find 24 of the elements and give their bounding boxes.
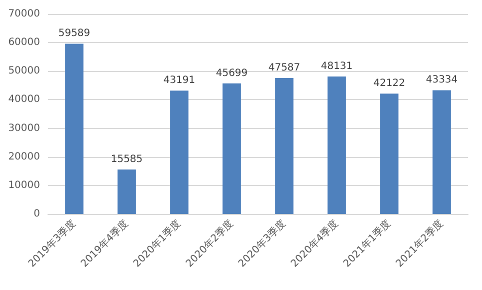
- bar: [118, 169, 136, 214]
- bar: [170, 90, 188, 214]
- y-tick-label: 0: [34, 208, 40, 220]
- bar: [328, 76, 346, 214]
- data-label: 15585: [110, 154, 143, 165]
- bar: [65, 44, 84, 214]
- bar: [380, 94, 398, 214]
- y-tick-label: 20000: [8, 151, 40, 162]
- bar: [432, 90, 451, 214]
- y-tick-label: 50000: [8, 66, 40, 77]
- data-label: 45699: [216, 68, 248, 79]
- bar: [222, 83, 241, 214]
- data-label: 42122: [373, 78, 406, 90]
- y-tick-label: 70000: [8, 8, 40, 20]
- data-label: 43334: [426, 74, 458, 86]
- data-label: 48131: [320, 60, 353, 72]
- y-tick-label: 10000: [8, 180, 40, 191]
- y-tick-label: 40000: [8, 94, 40, 106]
- y-tick-label: 30000: [8, 122, 40, 134]
- data-label: 43191: [163, 75, 196, 86]
- data-label: 59589: [58, 28, 90, 40]
- y-tick-label: 60000: [8, 37, 40, 48]
- data-label: 47587: [268, 62, 300, 74]
- bar: [275, 78, 294, 214]
